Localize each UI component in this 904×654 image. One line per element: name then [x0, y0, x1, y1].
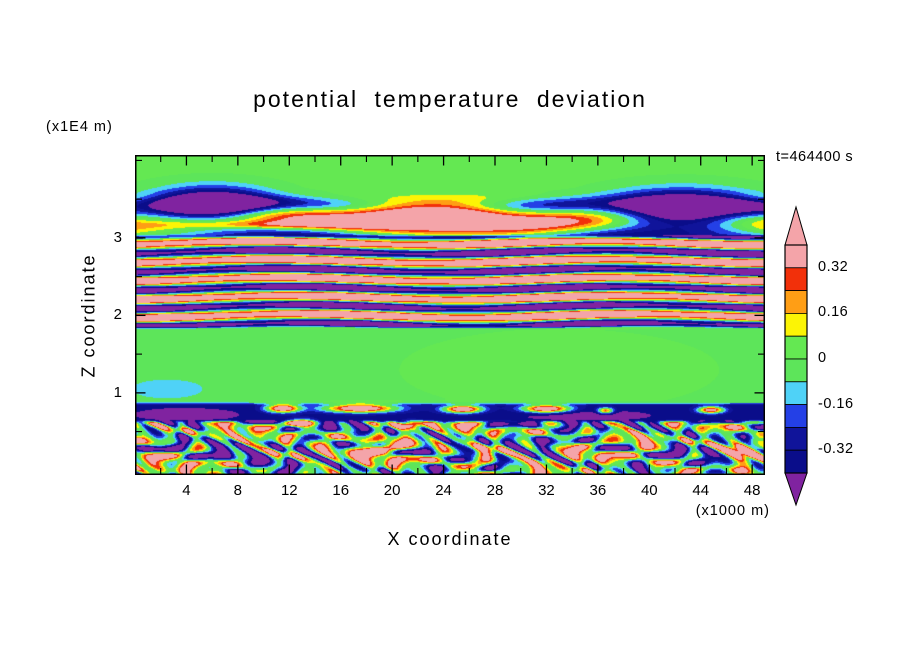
x-tick-label: 4	[182, 482, 191, 499]
colorbar-segment	[784, 404, 808, 428]
colorbar-label: 0.16	[818, 304, 849, 321]
z-tick-label: 3	[113, 228, 122, 246]
x-tick-label: 16	[332, 482, 350, 499]
x-tick-label: 20	[383, 482, 401, 499]
x-tick-label: 44	[692, 482, 710, 499]
x-axis-units: (x1000 m)	[695, 503, 770, 519]
colorbar-label: -0.32	[818, 441, 854, 458]
x-tick-label: 40	[640, 482, 658, 499]
colorbar-segment	[784, 244, 808, 269]
colorbar-label: -0.16	[818, 395, 854, 412]
colorbar-label: 0.32	[818, 258, 849, 275]
colorbar	[784, 205, 808, 507]
x-tick-label: 32	[538, 482, 555, 499]
colorbar-segment	[784, 290, 808, 314]
z-tick-label: 1	[113, 383, 122, 401]
x-axis-label: X coordinate	[387, 529, 513, 549]
colorbar-segment	[784, 381, 808, 406]
z-axis-units: (x1E4 m)	[46, 119, 113, 135]
major-ticks	[136, 156, 764, 474]
colorbar-arrow-up	[784, 205, 808, 246]
colorbar-arrow-down	[784, 472, 808, 507]
colorbar-outline	[784, 244, 808, 474]
colorbar-segment	[784, 267, 808, 291]
x-tick-label: 12	[280, 482, 298, 499]
colorbar-label: 0	[818, 350, 827, 366]
minor-ticks	[136, 156, 764, 474]
plot-frame	[135, 155, 765, 475]
frame-border	[135, 155, 765, 475]
colorbar-segment	[784, 358, 808, 383]
x-tick-label: 28	[486, 482, 504, 499]
x-tick-label: 8	[233, 482, 243, 499]
x-tick-label: 36	[589, 482, 607, 499]
colorbar-segment	[784, 313, 808, 337]
colorbar-segment	[784, 426, 808, 451]
contour-field	[135, 155, 765, 475]
x-tick-label: 24	[435, 482, 452, 499]
timestamp: t=464400 s	[776, 149, 854, 165]
chart-title: potential temperature deviation	[253, 86, 647, 112]
z-tick-label: 2	[113, 306, 122, 324]
colorbar-segment	[784, 335, 808, 360]
colorbar-segment	[784, 449, 808, 474]
x-tick-label: 48	[743, 482, 761, 499]
